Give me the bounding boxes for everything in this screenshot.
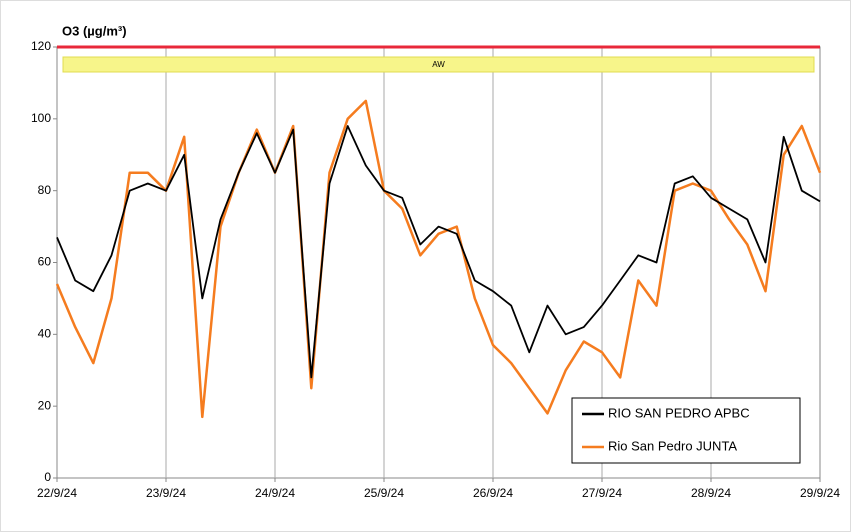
band-label: AW [432,60,445,69]
y-tick-label: 80 [38,183,52,197]
y-tick-label: 100 [31,111,51,125]
y-tick-label: 120 [31,39,51,53]
y-tick-label: 40 [38,327,52,341]
legend-label: Rio San Pedro JUNTA [608,438,737,453]
series-line [55,99,822,419]
x-tick-label: 28/9/24 [691,486,731,500]
x-tick-label: 26/9/24 [473,486,513,500]
x-tick-label: 25/9/24 [364,486,404,500]
x-tick-label: 24/9/24 [255,486,295,500]
x-tick-label: 22/9/24 [37,486,77,500]
x-tick-label: 27/9/24 [582,486,622,500]
series-line [56,125,821,379]
y-tick-label: 20 [38,398,52,412]
y-tick-label: 60 [38,255,52,269]
legend-box [571,397,801,464]
x-tick-label: 29/9/24 [800,486,840,500]
chart-title: O3 (µg/m³) [62,23,127,38]
x-tick-label: 23/9/24 [146,486,186,500]
y-tick-label: 0 [44,470,51,484]
aw-band [62,56,815,73]
legend-label: RIO SAN PEDRO APBC [608,405,750,420]
